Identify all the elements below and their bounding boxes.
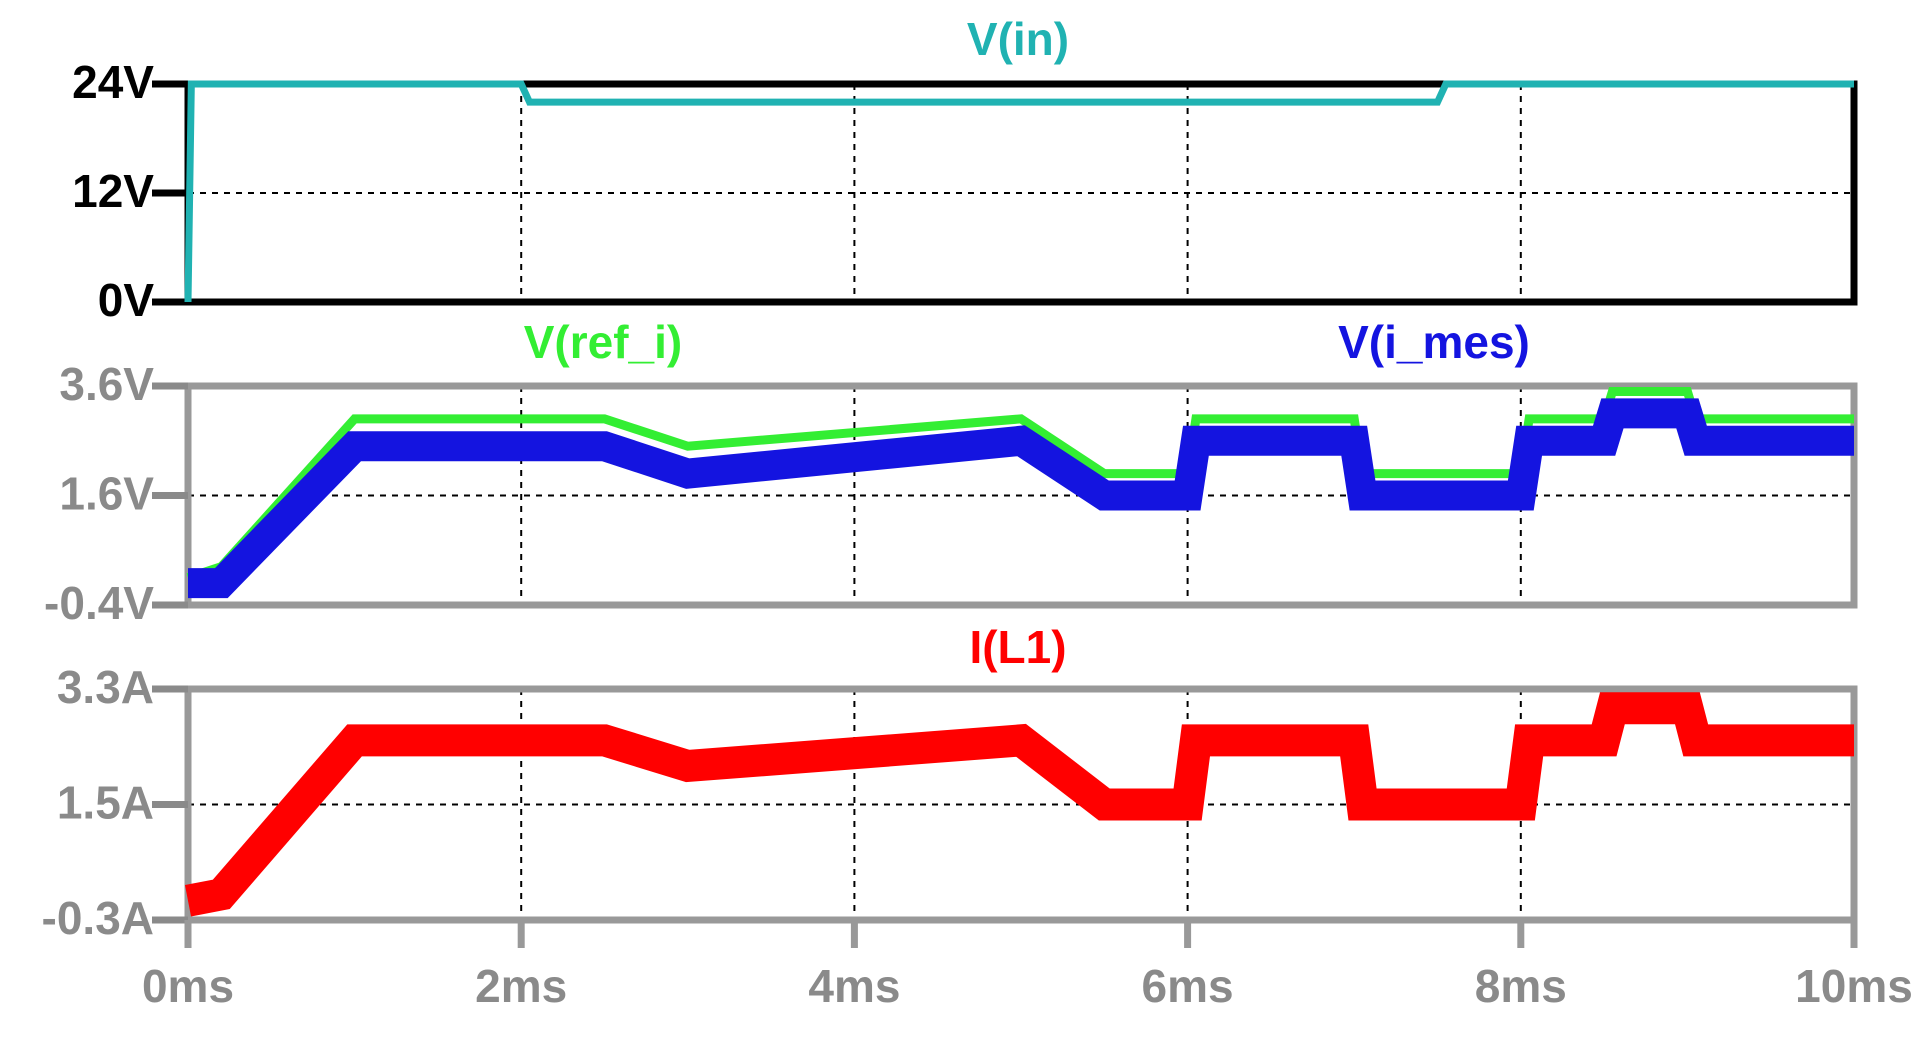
series-line (184, 80, 1854, 303)
panel: -0.3A 1.5A 3.3A I(L1) (42, 621, 1858, 944)
series-line (186, 386, 1854, 582)
tick-label: 3.3A (57, 661, 154, 713)
x-tick-label: 8ms (1475, 960, 1567, 1012)
x-tick-label: 6ms (1142, 960, 1234, 1012)
series-label: V(ref_i) (524, 316, 682, 368)
series-label: V(in) (967, 13, 1069, 65)
tick-label: 1.5A (57, 777, 154, 829)
tick-label: 3.6V (59, 358, 154, 410)
tick-label: -0.4V (44, 577, 154, 629)
series-label: I(L1) (969, 621, 1066, 673)
tick-label: 1.6V (59, 468, 154, 520)
series-label: V(i_mes) (1338, 316, 1530, 368)
tick-label: 0V (98, 274, 155, 326)
tick-label: 24V (72, 56, 154, 108)
series-line (188, 398, 1854, 599)
series-line (184, 692, 1854, 917)
panel: -0.4V 1.6V 3.6V V(ref_i) V(i_mes) (44, 316, 1858, 629)
x-tick-label: 0ms (142, 960, 234, 1012)
panel: 0V 12V 24V V(in) (72, 13, 1858, 326)
x-tick-label: 4ms (808, 960, 900, 1012)
tick-label: -0.3A (42, 892, 154, 944)
x-tick-label: 10ms (1795, 960, 1913, 1012)
tick-label: 12V (72, 165, 154, 217)
x-tick-label: 2ms (475, 960, 567, 1012)
